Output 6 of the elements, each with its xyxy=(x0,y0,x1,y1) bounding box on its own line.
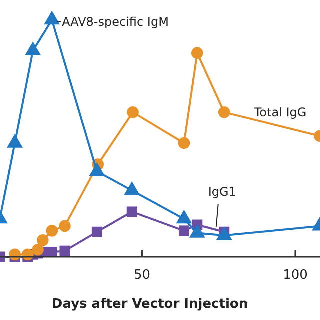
x-axis-title: Days after Vector Injection xyxy=(52,297,248,312)
series-label: Total IgG xyxy=(253,105,307,120)
x-tick-label: 100 xyxy=(283,268,308,283)
series-label: IgG1 xyxy=(208,185,236,200)
x-tick-label: 50 xyxy=(134,268,150,283)
series-label: AAV8-specific IgM xyxy=(62,15,169,29)
